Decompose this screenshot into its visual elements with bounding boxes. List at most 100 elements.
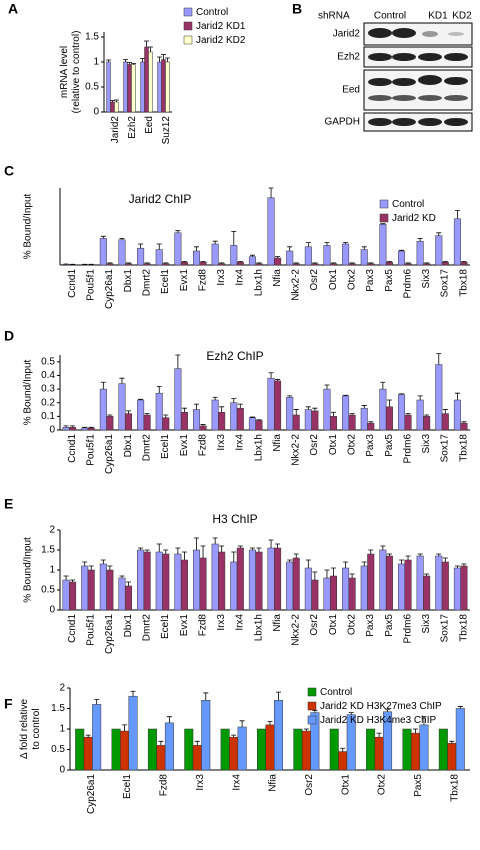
error-bar (368, 262, 374, 264)
x-tick-label: Evx1 (179, 434, 190, 457)
error-bar (203, 692, 209, 701)
bar (292, 557, 300, 611)
bar (441, 413, 449, 431)
bar (398, 250, 406, 266)
bar (329, 728, 339, 771)
bar (379, 388, 387, 431)
error-bar (249, 254, 255, 257)
bar (311, 263, 319, 266)
y-axis-label-line: Δ fold relative (19, 699, 30, 759)
error-bar (386, 261, 392, 263)
error-bar (256, 262, 262, 264)
legend-swatch (183, 21, 193, 31)
bar (83, 736, 93, 771)
error-bar (368, 549, 374, 554)
bar (323, 577, 331, 611)
bar (69, 581, 77, 611)
y-tick-label: 0 (59, 765, 65, 776)
panel-label: A (8, 1, 18, 17)
bar (220, 728, 230, 771)
bar (236, 547, 244, 611)
error-bar (156, 385, 162, 394)
y-axis-label: % Bound/Input (23, 359, 34, 425)
bar (342, 567, 350, 611)
x-tick-label: Pou5f1 (86, 614, 97, 646)
bar (423, 575, 431, 611)
legend-swatch (307, 701, 317, 711)
bar (155, 392, 163, 431)
bar (69, 427, 77, 431)
x-tick-label: Lbx1h (253, 269, 264, 296)
bar (410, 732, 420, 771)
bar (120, 730, 130, 771)
y-tick-label: 0.5 (41, 585, 55, 596)
bar (156, 745, 166, 771)
error-bar (63, 425, 69, 428)
bar (236, 261, 244, 266)
error-bar (275, 543, 281, 548)
error-bar (348, 712, 354, 715)
x-tick-label: Fzd8 (197, 434, 208, 457)
legend-swatch (183, 7, 193, 17)
bar (286, 561, 294, 611)
error-bar (194, 740, 200, 746)
legend-label: Control (392, 199, 424, 210)
bar (143, 263, 151, 266)
x-tick-label: Tbx18 (449, 774, 460, 802)
error-bar (249, 547, 255, 550)
bar (229, 736, 239, 771)
error-bar (330, 567, 336, 576)
bar (292, 414, 300, 431)
bar (118, 577, 126, 611)
error-bar (380, 223, 386, 225)
blot-box (363, 22, 473, 46)
x-tick-label: Dmrt2 (142, 434, 153, 462)
error-bar (157, 56, 163, 62)
error-bar (330, 411, 336, 417)
x-tick-label: Lbx1h (253, 434, 264, 461)
error-bar (161, 54, 166, 60)
error-bar (399, 249, 405, 251)
bar (311, 579, 319, 611)
x-tick-label: Prdm6 (402, 434, 413, 464)
bar (367, 422, 375, 431)
error-bar (349, 413, 355, 415)
bar (155, 249, 163, 266)
bar (143, 551, 151, 611)
bar (137, 549, 145, 611)
x-tick-label: Dmrt2 (142, 269, 153, 297)
bar (304, 246, 312, 266)
bar (137, 247, 145, 266)
error-bar (385, 709, 391, 712)
error-bar (138, 398, 144, 400)
error-bar (293, 553, 299, 558)
bar (193, 409, 201, 431)
x-tick-label: Ecel1 (160, 614, 171, 639)
error-bar (424, 573, 430, 576)
error-bar (237, 545, 243, 548)
bar (438, 728, 448, 771)
bar (106, 416, 114, 431)
bar (379, 549, 387, 611)
y-axis-label-line: mRNA level (59, 46, 70, 98)
chart-title: Jarid2 ChIP (129, 192, 192, 206)
bar (304, 409, 312, 431)
error-bar (461, 421, 467, 424)
bar (435, 555, 443, 611)
bar (329, 575, 337, 611)
bar (423, 416, 431, 431)
error-bar (454, 565, 460, 568)
bar (329, 416, 337, 431)
x-tick-label: Nfia (272, 269, 283, 287)
x-tick-label: Ccnd1 (67, 434, 78, 463)
bar (118, 383, 126, 431)
error-bar (219, 406, 225, 413)
x-tick-label: Dbx1 (123, 434, 134, 458)
bar (453, 218, 461, 266)
error-bar (442, 261, 448, 263)
bar (137, 399, 145, 431)
error-bar (107, 565, 113, 570)
y-tick-label: 0.3 (41, 384, 55, 395)
legend-label: Jarid2 KD2 (196, 35, 246, 46)
